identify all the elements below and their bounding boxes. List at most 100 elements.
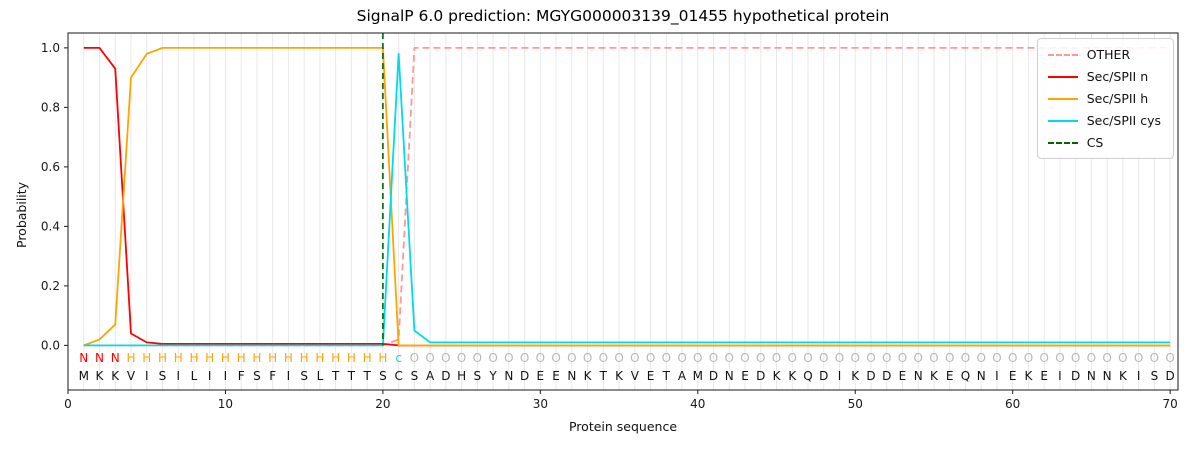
region-label: O: [662, 351, 671, 365]
region-label: O: [677, 351, 686, 365]
legend-item: Sec/SPII cys: [1047, 113, 1161, 128]
residue-letter: N: [567, 369, 576, 383]
residue-letter: N: [977, 369, 986, 383]
residue-letter: M: [79, 369, 89, 383]
residue-letter: A: [426, 369, 435, 383]
region-label: O: [929, 351, 938, 365]
legend-item: OTHER: [1047, 47, 1161, 62]
residue-letter: A: [678, 369, 687, 383]
residue-letter: F: [238, 369, 245, 383]
region-label: O: [646, 351, 655, 365]
residue-letter: K: [1024, 369, 1033, 383]
residue-letter: C: [394, 369, 402, 383]
region-label: O: [709, 351, 718, 365]
residue-letter: L: [191, 369, 198, 383]
region-label: H: [158, 351, 167, 365]
residue-letter: D: [441, 369, 450, 383]
region-label: O: [1055, 351, 1064, 365]
x-tick-label: 0: [64, 397, 72, 411]
y-tick-label: 0.2: [41, 279, 60, 293]
legend-line-sample: [1047, 97, 1078, 100]
residue-letter: M: [693, 369, 703, 383]
region-label: O: [772, 351, 781, 365]
residue-letter: I: [1058, 369, 1062, 383]
region-label: H: [142, 351, 151, 365]
region-label: O: [599, 351, 608, 365]
region-label: O: [1071, 351, 1080, 365]
legend-line-sample: [1047, 141, 1078, 144]
region-label: O: [882, 351, 891, 365]
region-label: O: [992, 351, 1001, 365]
region-label: H: [174, 351, 183, 365]
region-label: N: [111, 351, 120, 365]
region-label: H: [315, 351, 324, 365]
residue-letter: S: [474, 369, 482, 383]
region-label: H: [205, 351, 214, 365]
residue-letter: N: [725, 369, 734, 383]
region-label: O: [725, 351, 734, 365]
residue-letter: E: [647, 369, 655, 383]
region-label: O: [788, 351, 797, 365]
residue-letter: S: [411, 369, 419, 383]
region-label: H: [126, 351, 135, 365]
region-label: O: [1024, 351, 1033, 365]
residue-letter: T: [331, 369, 340, 383]
region-label: O: [1118, 351, 1127, 365]
residue-letter: T: [362, 369, 371, 383]
residue-letter: S: [379, 369, 387, 383]
legend-label: CS: [1086, 135, 1104, 150]
region-label: c: [395, 351, 402, 365]
series-line-sec-spii-cys: [83, 52, 1171, 347]
residue-letter: E: [552, 369, 560, 383]
x-tick-label: 70: [1162, 397, 1177, 411]
residue-letter: N: [1103, 369, 1112, 383]
plot-border: [67, 32, 1179, 391]
y-tick-label: 0.6: [41, 160, 60, 174]
residue-letter: L: [317, 369, 324, 383]
series-line-sec-spii-h: [83, 46, 1171, 347]
region-label: O: [630, 351, 639, 365]
region-label: H: [189, 351, 198, 365]
chart-title: SignalP 6.0 prediction: MGYG000003139_01…: [356, 7, 890, 25]
region-label: O: [961, 351, 970, 365]
region-label: O: [913, 351, 922, 365]
region-label: O: [504, 351, 513, 365]
residue-letter: I: [224, 369, 228, 383]
residue-letter: I: [145, 369, 149, 383]
residue-letter: K: [773, 369, 782, 383]
legend: OTHER Sec/SPII n Sec/SPII h Sec/SPII cys CS: [1036, 38, 1174, 159]
region-label: H: [363, 351, 372, 365]
region-label: N: [79, 351, 88, 365]
residue-letter: I: [1137, 369, 1141, 383]
region-label: O: [740, 351, 749, 365]
x-tick-label: 30: [533, 397, 548, 411]
residue-letter: F: [269, 369, 276, 383]
legend-label: Sec/SPII n: [1086, 69, 1149, 84]
x-axis-label: Protein sequence: [568, 419, 678, 434]
legend-label: Sec/SPII h: [1086, 91, 1149, 106]
region-label: O: [441, 351, 450, 365]
residue-letter: D: [709, 369, 718, 383]
region-label: O: [819, 351, 828, 365]
region-label: O: [551, 351, 560, 365]
residue-letter: I: [838, 369, 842, 383]
residue-letter: H: [457, 369, 466, 383]
residue-letter: D: [882, 369, 891, 383]
residue-letter: K: [1119, 369, 1128, 383]
legend-label: OTHER: [1086, 47, 1131, 62]
legend-item: CS: [1047, 135, 1161, 150]
series-line-sec-spii-n: [83, 46, 1171, 347]
x-tick-label: 20: [375, 397, 390, 411]
legend-line-sample: [1047, 119, 1078, 122]
residue-letter: K: [851, 369, 860, 383]
residue-letter: N: [1087, 369, 1096, 383]
region-label: O: [567, 351, 576, 365]
residue-letter: E: [1009, 369, 1017, 383]
region-label: O: [1150, 351, 1159, 365]
residue-letter: I: [208, 369, 212, 383]
region-label: N: [95, 351, 104, 365]
region-label: O: [614, 351, 623, 365]
residue-letter: I: [176, 369, 180, 383]
region-label: O: [898, 351, 907, 365]
